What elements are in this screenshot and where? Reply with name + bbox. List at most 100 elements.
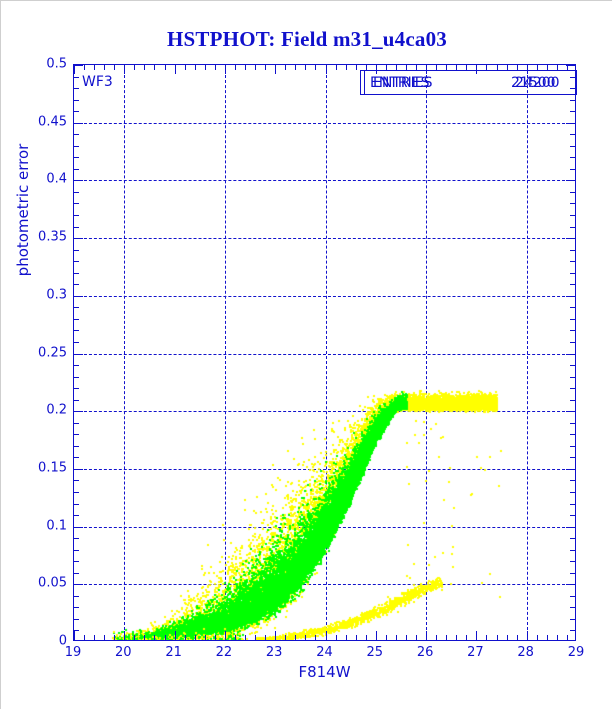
axis-tick: [395, 65, 397, 70]
axis-tick: [365, 65, 367, 70]
axis-tick: [224, 65, 226, 74]
x-tick-label: 25: [366, 645, 384, 660]
axis-tick: [570, 99, 575, 101]
axis-tick: [305, 65, 307, 70]
axis-tick: [335, 65, 337, 70]
entries-label-secondary: ENTRIES: [373, 75, 433, 91]
x-tick-label: 21: [165, 645, 182, 660]
axis-tick: [375, 631, 377, 640]
axis-tick: [74, 111, 79, 113]
axis-tick: [134, 65, 136, 70]
axis-tick: [74, 284, 79, 286]
axis-tick: [285, 635, 287, 640]
axis-tick: [496, 65, 498, 70]
axis-tick: [355, 65, 357, 70]
axis-tick: [546, 635, 548, 640]
axis-tick: [74, 295, 83, 297]
axis-tick: [325, 631, 327, 640]
axis-tick: [416, 65, 418, 70]
axis-tick: [194, 65, 196, 70]
axis-tick: [154, 65, 156, 70]
axis-tick: [476, 65, 478, 74]
axis-tick: [315, 65, 317, 70]
x-tick-label: 28: [517, 645, 534, 660]
axis-tick: [570, 572, 575, 574]
axis-tick: [456, 65, 458, 70]
axis-tick: [104, 635, 106, 640]
axis-tick: [245, 635, 247, 640]
axis-tick: [570, 307, 575, 309]
axis-tick: [74, 122, 83, 124]
axis-tick: [570, 515, 575, 517]
axis-tick: [74, 341, 79, 343]
axis-tick: [154, 635, 156, 640]
axis-tick: [74, 65, 75, 74]
axis-tick: [174, 65, 176, 74]
axis-tick: [486, 635, 488, 640]
axis-tick: [275, 65, 277, 74]
axis-tick: [570, 607, 575, 609]
axis-tick: [570, 630, 575, 632]
axis-tick: [74, 238, 83, 240]
axis-tick: [315, 635, 317, 640]
axis-tick: [144, 635, 146, 640]
y-tick-label: 0.15: [38, 460, 67, 476]
axis-tick: [466, 65, 468, 70]
axis-tick: [295, 65, 297, 70]
axis-tick: [84, 635, 86, 640]
axis-tick: [466, 635, 468, 640]
axis-tick: [570, 618, 575, 620]
x-tick-label: 29: [567, 645, 585, 660]
axis-tick: [74, 272, 79, 274]
entries-value-primary: 21500: [511, 75, 556, 91]
axis-tick: [566, 353, 575, 355]
y-axis-title: photometric error: [14, 143, 32, 277]
axis-tick: [204, 635, 206, 640]
axis-tick: [184, 635, 186, 640]
axis-tick: [194, 635, 196, 640]
axis-tick: [224, 631, 226, 640]
axis-tick: [496, 635, 498, 640]
axis-tick: [204, 65, 206, 70]
axis-tick: [570, 388, 575, 390]
x-tick-label: 24: [316, 645, 333, 660]
axis-tick: [566, 635, 568, 640]
axis-tick: [74, 168, 79, 170]
y-tick-label: 0.1: [46, 518, 67, 534]
axis-tick: [516, 635, 518, 640]
axis-tick: [74, 191, 79, 193]
axis-tick: [255, 65, 257, 70]
axis-tick: [566, 180, 575, 182]
axis-tick: [114, 635, 116, 640]
x-tick-label: 27: [467, 645, 484, 660]
y-tick-label: 0.4: [46, 171, 67, 187]
axis-tick: [566, 65, 568, 70]
y-tick-label: 0.25: [38, 345, 67, 360]
plot-frame: WF3 ENTRIES 21500 ENTRIES 24200: [73, 64, 577, 641]
axis-tick: [74, 76, 79, 78]
axis-tick: [365, 635, 367, 640]
axis-tick: [570, 111, 575, 113]
axis-tick: [345, 635, 347, 640]
entries-label-primary: ENTRIES: [370, 75, 430, 91]
axis-tick: [74, 526, 83, 528]
axis-tick: [355, 635, 357, 640]
axis-tick: [84, 65, 86, 70]
axis-tick: [74, 226, 79, 228]
axis-tick: [74, 411, 83, 413]
axis-tick: [74, 422, 79, 424]
axis-tick: [570, 595, 575, 597]
axis-tick: [214, 635, 216, 640]
axis-tick: [570, 203, 575, 205]
x-tick-label: 20: [115, 645, 132, 660]
axis-tick: [570, 341, 575, 343]
axis-tick: [74, 203, 79, 205]
axis-tick: [570, 399, 575, 401]
y-tick-label: 0.5: [46, 56, 67, 72]
axis-tick: [446, 65, 448, 70]
axis-tick: [234, 65, 236, 70]
axis-tick: [536, 635, 538, 640]
axis-tick: [74, 445, 79, 447]
axis-tick: [566, 526, 575, 528]
